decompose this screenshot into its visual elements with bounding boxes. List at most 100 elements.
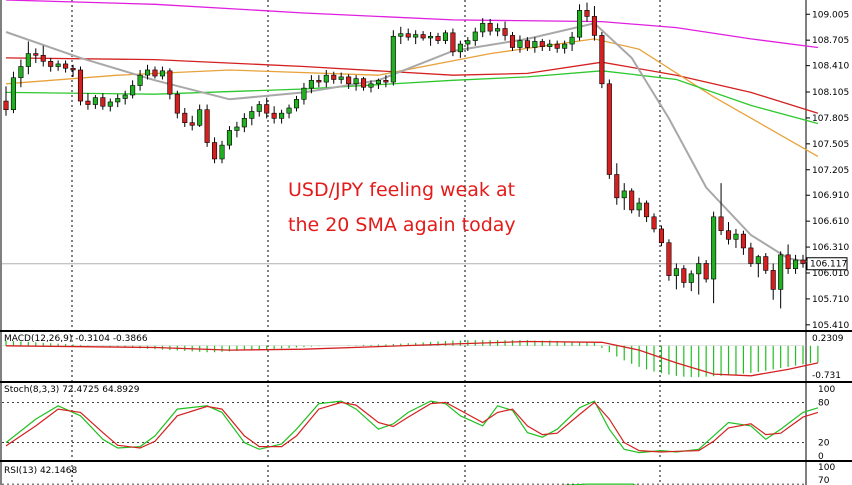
candle-body — [159, 70, 165, 77]
candle-body — [100, 97, 106, 107]
candle — [167, 68, 173, 100]
candle — [100, 93, 106, 110]
candle-body — [323, 74, 329, 83]
candle-body — [144, 69, 151, 76]
candle — [390, 30, 396, 86]
candle-body — [666, 242, 672, 276]
candle — [793, 254, 799, 274]
candle — [241, 113, 247, 133]
candle — [629, 188, 635, 214]
candle — [25, 41, 31, 75]
candle-body — [547, 43, 553, 47]
candle — [122, 90, 128, 105]
candle-body — [405, 33, 411, 38]
candle — [18, 59, 24, 88]
candle — [130, 80, 136, 99]
candle-body — [338, 76, 344, 80]
candle-body — [293, 99, 300, 109]
candle-body — [629, 190, 635, 211]
candle — [405, 28, 411, 41]
candle — [40, 45, 46, 67]
candle — [316, 75, 322, 88]
candle-body — [398, 33, 404, 37]
price-tick-label: 106.610 — [812, 217, 849, 227]
stochastic-tick-label: 100 — [818, 385, 835, 395]
candle — [450, 28, 456, 57]
candle — [301, 82, 307, 105]
candle — [696, 256, 702, 295]
candle — [137, 69, 143, 91]
candle — [681, 265, 687, 288]
candle-body — [606, 83, 612, 175]
candle-body — [182, 112, 188, 123]
candle-body — [219, 144, 225, 160]
candle — [338, 72, 344, 84]
candle-body — [442, 32, 449, 41]
candle — [264, 97, 270, 119]
candle — [733, 228, 739, 248]
candle-body — [681, 268, 687, 283]
candle-body — [599, 35, 605, 85]
candle-body — [212, 142, 218, 160]
candle — [480, 18, 486, 38]
candle-body — [725, 230, 732, 240]
candle-body — [390, 35, 396, 83]
candle-body — [92, 97, 98, 105]
candle — [398, 26, 404, 45]
candle — [502, 21, 508, 41]
candle-body — [733, 233, 739, 240]
candle — [204, 104, 210, 147]
candle-body — [487, 23, 493, 32]
candle-body — [696, 263, 702, 275]
candle — [465, 37, 471, 51]
candle — [212, 137, 218, 164]
candle — [413, 30, 419, 45]
last-price-label: 106.117 — [810, 260, 847, 270]
price-axis: 109.005 108.705 108.410 108.105 107.805 107.5… — [806, 10, 849, 331]
candle-body — [718, 216, 724, 231]
candle-body — [569, 36, 575, 45]
candle — [755, 254, 761, 278]
candle — [703, 260, 709, 283]
annotation-line-2: the 20 SMA again today — [288, 214, 516, 236]
candle — [636, 197, 642, 217]
price-tick-label: 108.705 — [812, 36, 849, 46]
price-tick-label: 107.805 — [812, 114, 849, 124]
candle-body — [658, 228, 665, 244]
candle — [55, 60, 61, 71]
candle-body — [115, 98, 121, 103]
candle — [524, 37, 530, 51]
candle — [599, 31, 605, 89]
candle — [442, 30, 449, 45]
candle-body — [465, 40, 471, 45]
price-tick-label: 105.410 — [812, 321, 849, 331]
candle — [226, 126, 232, 150]
candle — [189, 115, 195, 131]
candle — [547, 39, 553, 51]
moving-average-2 — [5, 38, 819, 157]
candle — [70, 64, 76, 77]
candle — [621, 183, 627, 210]
price-tick-label: 108.105 — [812, 88, 849, 98]
candle-body — [256, 104, 262, 112]
candle — [584, 2, 590, 22]
candle-body — [502, 28, 508, 36]
candle — [293, 95, 300, 112]
candle-body — [428, 35, 434, 39]
candlesticks — [3, 2, 806, 309]
candle — [614, 163, 620, 205]
moving-average-0 — [5, 0, 818, 49]
candle-body — [584, 10, 590, 17]
candle — [606, 79, 612, 179]
candle — [115, 94, 121, 108]
candle-body — [740, 233, 746, 249]
candle-body — [778, 254, 784, 290]
candle — [428, 31, 434, 46]
price-tick-label: 107.205 — [812, 166, 849, 176]
last-price-marker: 106.117 — [806, 257, 848, 271]
candle-body — [353, 78, 359, 85]
candle-body — [457, 43, 463, 53]
candle-body — [413, 34, 419, 38]
candle-body — [800, 259, 806, 264]
candle-body — [450, 32, 456, 53]
